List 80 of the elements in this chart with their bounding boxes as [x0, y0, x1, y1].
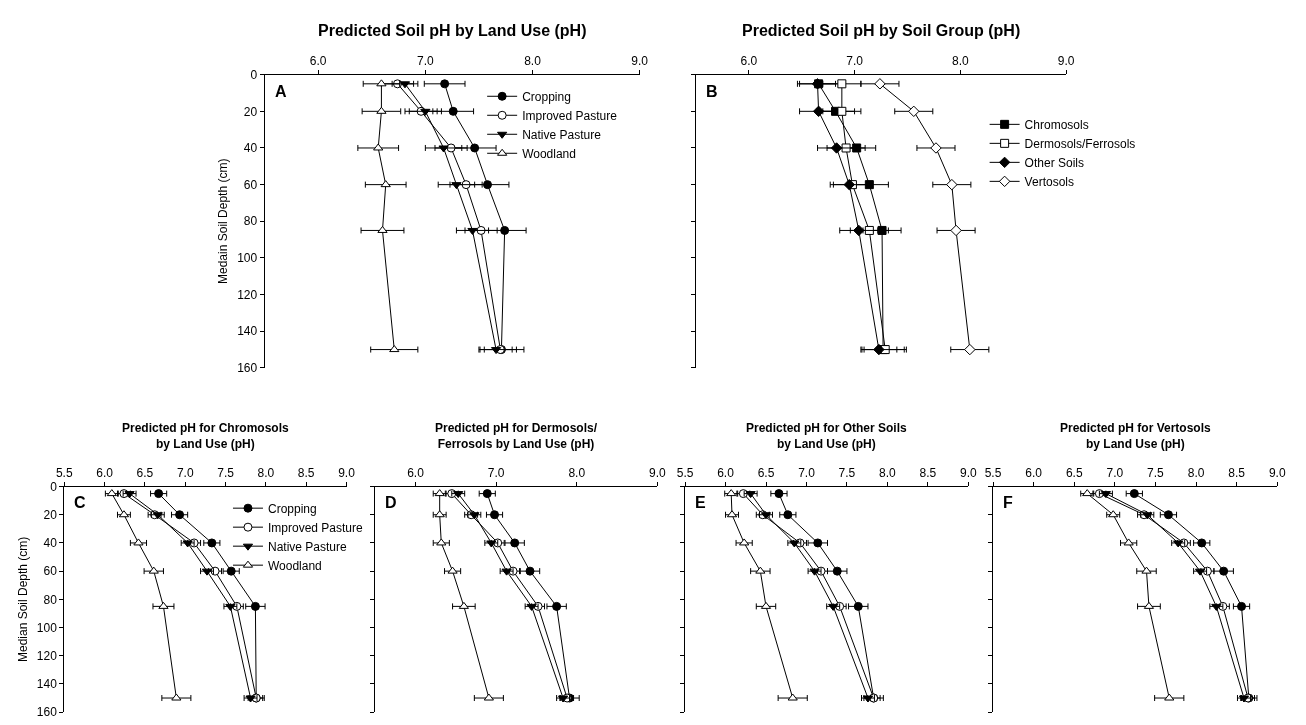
legend-label: Improved Pasture: [522, 108, 618, 123]
legend-label: Chromosols: [1024, 118, 1089, 133]
x-tick-label: 6.5: [1065, 465, 1083, 480]
x-tick-label: 7.5: [1147, 465, 1165, 480]
legend-label: Improved Pasture: [267, 520, 364, 535]
y-tick-label: 20: [243, 104, 258, 119]
y-axis-title: Medain Soil Depth (cm): [216, 158, 231, 284]
y-tick-label: 100: [36, 620, 58, 635]
x-tick-label: 9.0: [959, 465, 977, 480]
x-tick-label: 7.0: [176, 465, 194, 480]
y-tick-label: 80: [243, 214, 258, 229]
x-tick-label: 8.0: [1187, 465, 1205, 480]
x-tick-label: 6.0: [740, 53, 758, 68]
y-tick-label: 60: [43, 564, 58, 579]
x-tick-label: 9.0: [631, 53, 649, 68]
x-tick-label: 6.0: [717, 465, 735, 480]
y-tick-label: 40: [43, 536, 58, 551]
y-tick-label: 80: [43, 592, 58, 607]
chart-title: Predicted Soil pH by Soil Group (pH): [742, 22, 1021, 39]
x-tick-label: 6.0: [407, 465, 425, 480]
y-tick-label: 140: [36, 677, 58, 692]
legend-label: Woodland: [267, 558, 322, 573]
x-tick-label: 6.5: [136, 465, 154, 480]
annotation: F: [1003, 494, 1013, 511]
y-tick-label: 60: [243, 177, 258, 192]
chart-title: Predicted pH for Chromosols by Land Use (pH): [122, 421, 290, 451]
annotation: B: [706, 83, 718, 100]
x-tick-label: 7.0: [417, 53, 435, 68]
x-tick-label: 6.0: [309, 53, 327, 68]
x-tick-label: 9.0: [1268, 465, 1286, 480]
x-tick-label: 7.5: [217, 465, 235, 480]
x-tick-label: 5.5: [55, 465, 73, 480]
y-tick-label: 0: [250, 67, 258, 82]
x-tick-label: 6.0: [1025, 465, 1043, 480]
y-tick-label: 140: [237, 324, 258, 339]
x-tick-label: 5.5: [676, 465, 694, 480]
y-axis-title: Median Soil Depth (cm): [16, 536, 31, 663]
annotation: C: [74, 494, 86, 511]
legend-label: Cropping: [267, 501, 317, 516]
legend-label: Native Pasture: [267, 539, 348, 554]
x-tick-label: 7.0: [798, 465, 816, 480]
annotation: E: [695, 494, 706, 511]
x-tick-label: 8.0: [568, 465, 586, 480]
x-tick-label: 9.0: [1057, 53, 1075, 68]
chart-title: Predicted pH for Other Soils by Land Use (pH): [746, 421, 908, 451]
y-tick-label: 0: [50, 479, 58, 494]
legend-label: Native Pasture: [522, 127, 602, 142]
x-tick-label: 8.5: [1228, 465, 1246, 480]
y-tick-label: 100: [237, 251, 258, 266]
x-tick-label: 6.5: [757, 465, 775, 480]
x-tick-label: 7.0: [487, 465, 505, 480]
x-tick-label: 7.0: [1106, 465, 1124, 480]
x-tick-label: 8.5: [919, 465, 937, 480]
y-tick-label: 120: [36, 648, 58, 663]
legend-label: Vertosols: [1024, 175, 1074, 190]
legend-label: Other Soils: [1024, 156, 1084, 171]
x-tick-label: 7.5: [838, 465, 856, 480]
y-tick-label: 40: [243, 141, 258, 156]
legend-label: Dermosols/Ferrosols: [1024, 137, 1136, 152]
x-tick-label: 9.0: [649, 465, 667, 480]
annotation: A: [275, 83, 287, 100]
legend-label: Cropping: [522, 89, 571, 104]
annotation: D: [385, 494, 397, 511]
x-tick-label: 8.5: [297, 465, 315, 480]
x-tick-label: 8.0: [951, 53, 969, 68]
y-tick-label: 20: [43, 507, 58, 522]
y-tick-label: 160: [36, 705, 58, 720]
x-tick-label: 8.0: [524, 53, 542, 68]
x-tick-label: 9.0: [338, 465, 356, 480]
y-tick-label: 120: [237, 287, 258, 302]
x-tick-label: 6.0: [96, 465, 114, 480]
x-tick-label: 7.0: [846, 53, 864, 68]
chart-title: Predicted pH for Vertosols by Land Use (pH): [1060, 421, 1212, 451]
legend-label: Woodland: [522, 146, 576, 161]
x-tick-label: 8.0: [879, 465, 897, 480]
y-tick-label: 160: [237, 361, 258, 376]
x-tick-label: 8.0: [257, 465, 275, 480]
chart-title: Predicted Soil pH by Land Use (pH): [318, 22, 587, 39]
x-tick-label: 5.5: [984, 465, 1002, 480]
chart-title: Predicted pH for Dermosols/ Ferrosols by Land Use (pH): [435, 421, 598, 451]
